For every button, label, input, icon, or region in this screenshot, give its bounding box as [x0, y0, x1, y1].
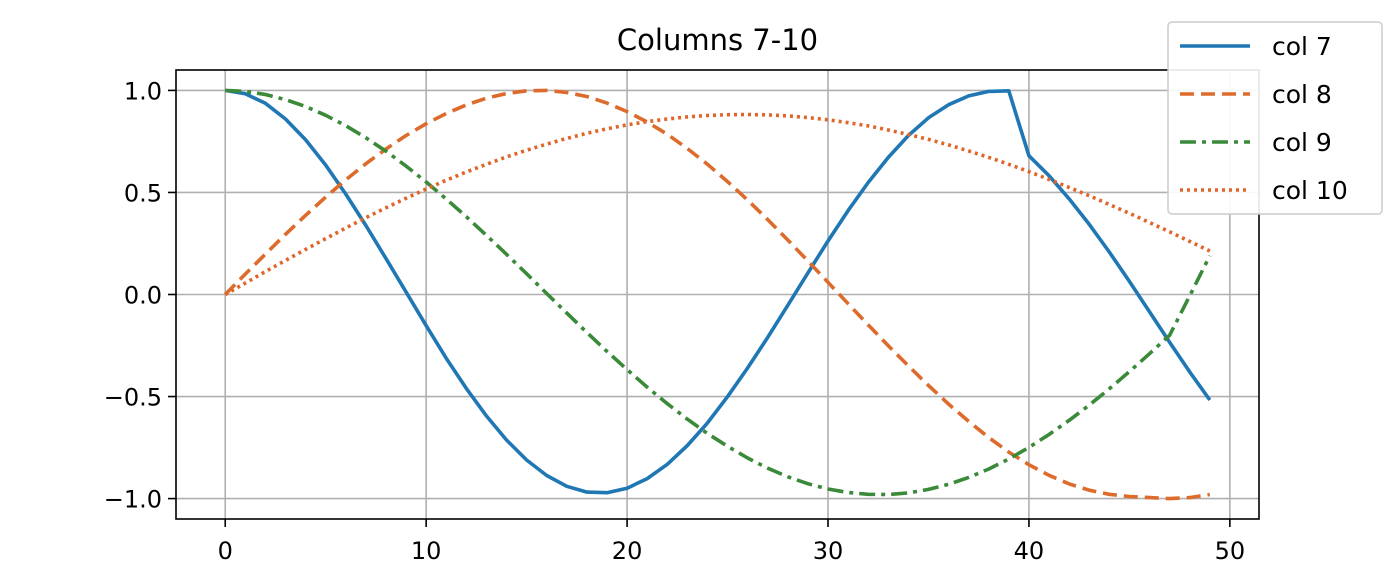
legend-label: col 8 [1272, 80, 1332, 109]
legend: col 7 col 8 col 9 col 10 [1167, 21, 1383, 215]
axis-ticks: 0 10 20 30 40 50 1.0 0.5 0.0 −0.5 −1.0 [104, 77, 1245, 565]
x-tick-label: 0 [218, 537, 233, 565]
x-tick-label: 10 [411, 537, 442, 565]
x-tick-label: 20 [612, 537, 643, 565]
series-line-4 [224, 112, 1211, 297]
legend-label: col 7 [1272, 32, 1332, 61]
x-tick-label: 30 [813, 537, 844, 565]
y-tick-label: −0.5 [104, 384, 162, 412]
legend-label: col 10 [1272, 176, 1348, 205]
y-tick-label: −1.0 [104, 486, 162, 514]
series-lines [223, 88, 1212, 501]
legend-box [1167, 21, 1383, 215]
series-line-2 [223, 88, 1211, 501]
y-tick-label: 0.0 [124, 282, 162, 310]
x-tick-label: 40 [1014, 537, 1045, 565]
chart-title: Columns 7-10 [617, 23, 818, 57]
legend-label: col 9 [1272, 128, 1332, 157]
y-tick-label: 0.5 [124, 179, 162, 207]
grid-lines [176, 70, 1259, 519]
x-tick-label: 50 [1215, 537, 1246, 565]
y-tick-label: 1.0 [124, 77, 162, 105]
series-line-3 [225, 88, 1212, 497]
series-line-1 [224, 88, 1212, 495]
